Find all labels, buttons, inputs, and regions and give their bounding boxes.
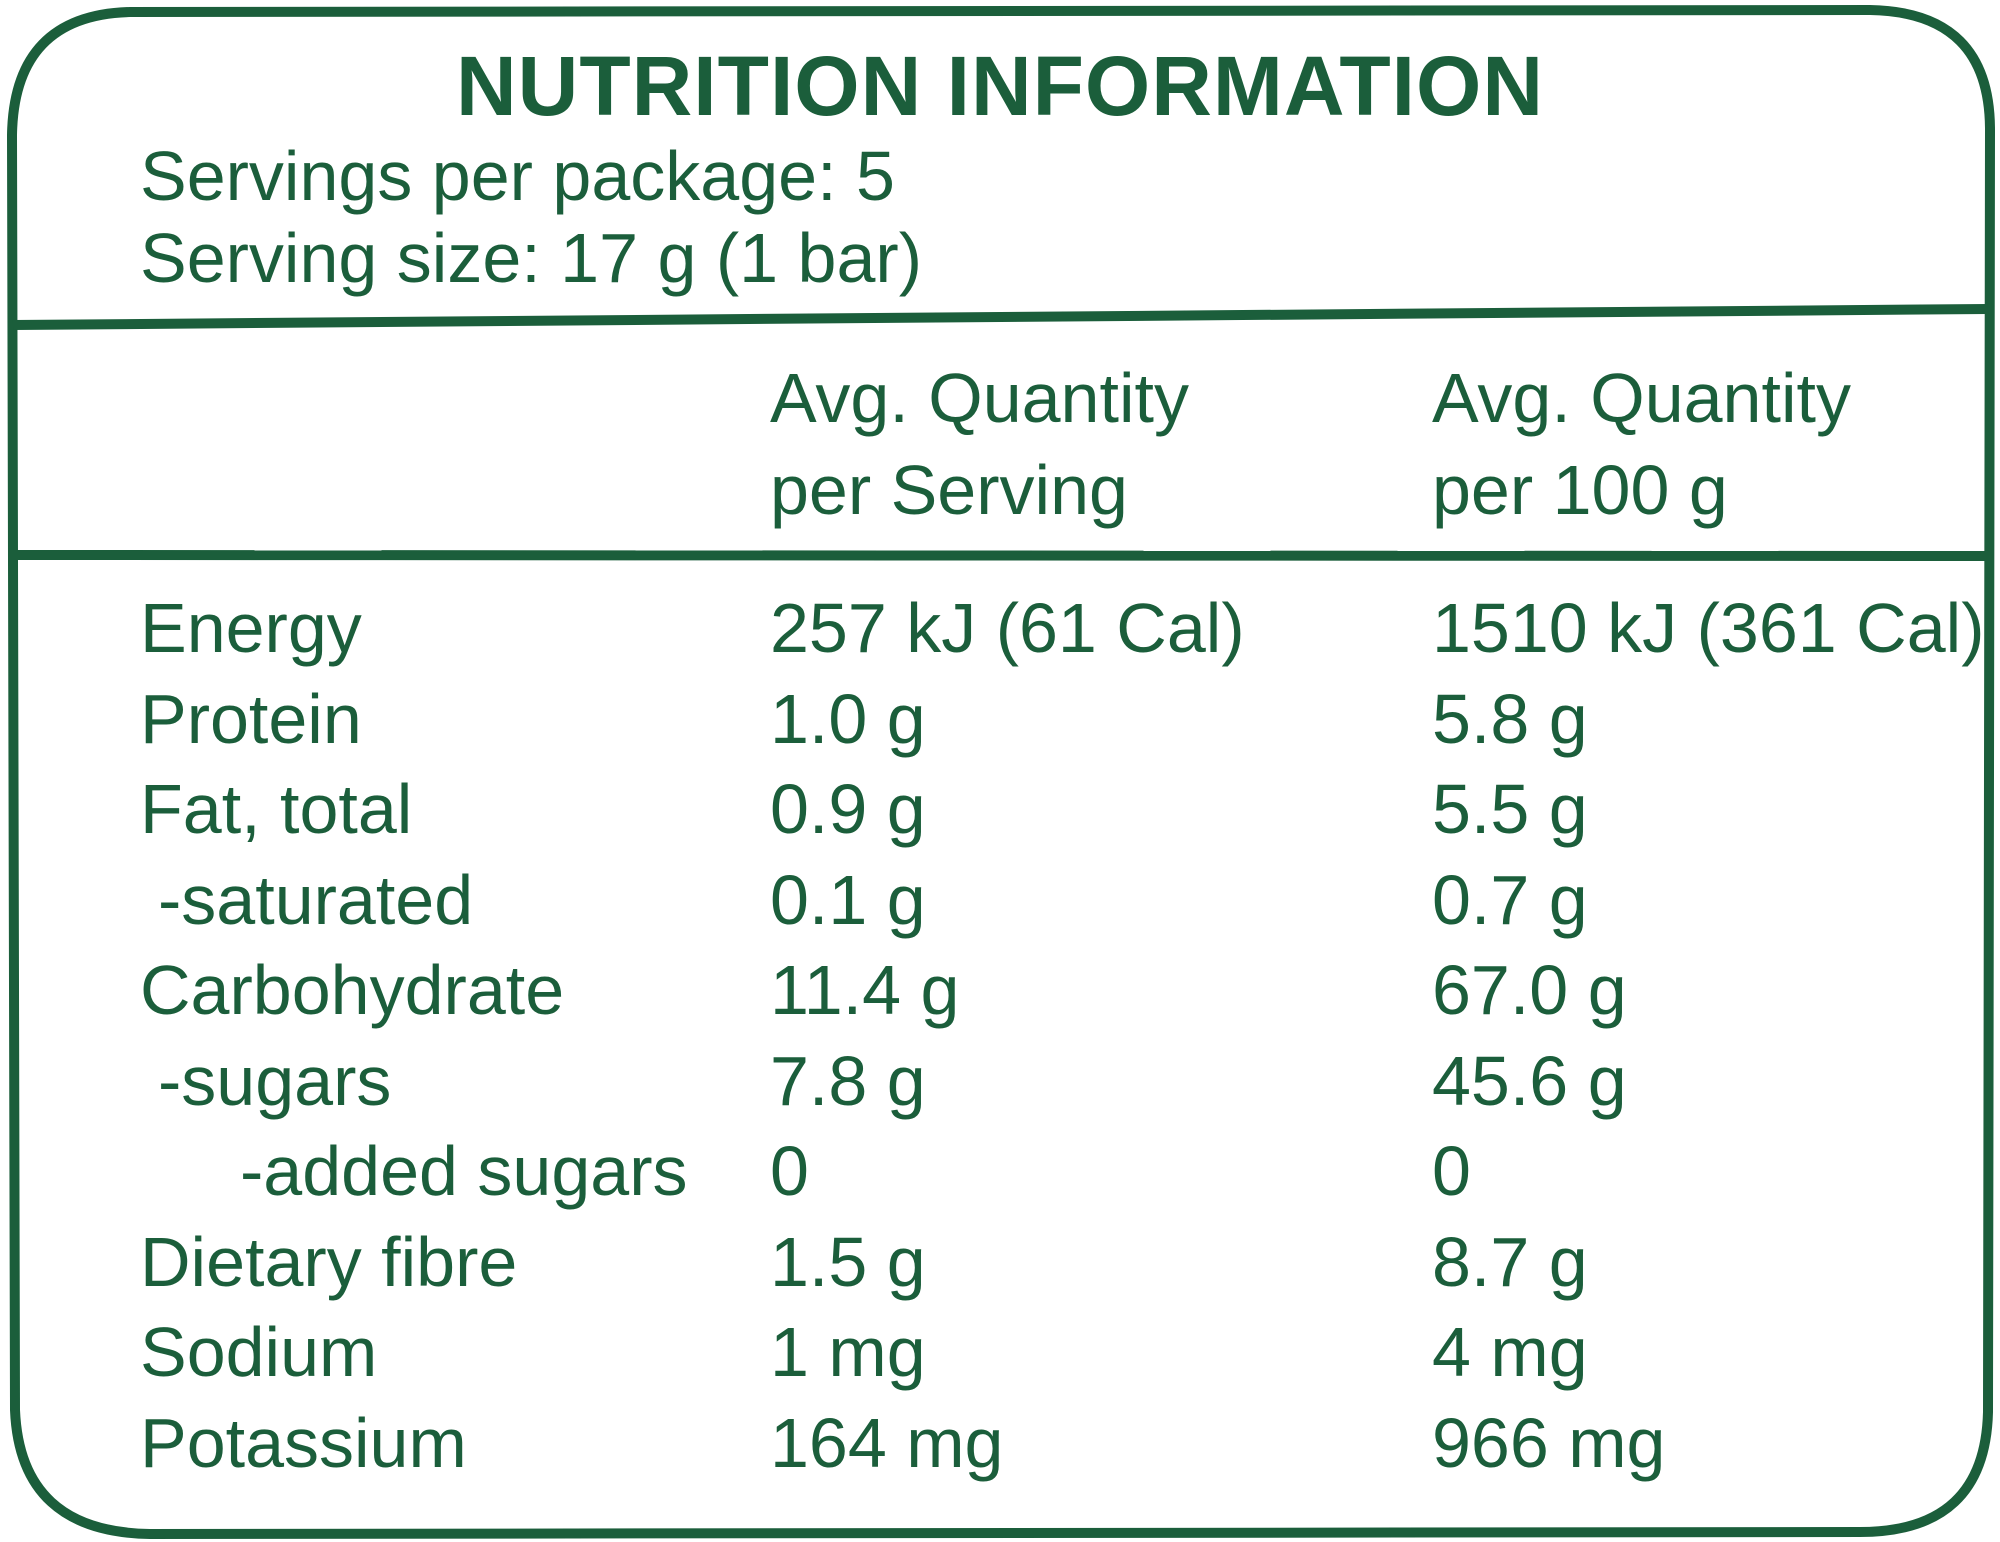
per-100g-value: 0 bbox=[1432, 1132, 1471, 1210]
per-100g-value: 5.5 g bbox=[1432, 770, 1588, 848]
per-100g-value: 1510 kJ (361 Cal) bbox=[1432, 589, 1985, 667]
table-row: Potassium 164 mg 966 mg bbox=[0, 1403, 2000, 1494]
per-serving-value: 7.8 g bbox=[770, 1041, 926, 1120]
table-row: Sodium 1 mg 4 mg bbox=[0, 1312, 2000, 1403]
table-row: -added sugars 0 0 bbox=[0, 1131, 2000, 1222]
per-serving-value: 257 kJ (61 Cal) bbox=[770, 589, 1245, 667]
per-serving-value: 164 mg bbox=[770, 1403, 1004, 1482]
per-serving-value: 0.9 g bbox=[770, 770, 926, 848]
column-header-per-100g: Avg. Quantity per 100 g bbox=[1432, 352, 1851, 536]
nutrient-name: Energy bbox=[140, 589, 362, 667]
nutrient-name: Protein bbox=[140, 679, 362, 758]
per-100g-value: 5.8 g bbox=[1432, 679, 1588, 758]
per-100g-value: 4 mg bbox=[1432, 1313, 1588, 1391]
nutrient-name: Dietary fibre bbox=[140, 1222, 518, 1301]
per-100g-value: 966 mg bbox=[1432, 1403, 1666, 1482]
column-header-per-serving: Avg. Quantity per Serving bbox=[770, 352, 1189, 536]
table-row: -sugars 7.8 g 45.6 g bbox=[0, 1041, 2000, 1132]
divider-top bbox=[12, 304, 1989, 330]
table-row: Protein 1.0 g 5.8 g bbox=[0, 679, 2000, 770]
per-serving-value: 0.1 g bbox=[770, 860, 926, 939]
per-serving-value: 1.0 g bbox=[770, 679, 926, 758]
column-header-per-100g-line1: Avg. Quantity bbox=[1432, 359, 1851, 437]
per-100g-value: 67.0 g bbox=[1432, 951, 1627, 1029]
per-100g-value: 8.7 g bbox=[1432, 1222, 1588, 1301]
column-header-per-serving-line1: Avg. Quantity bbox=[770, 359, 1189, 437]
nutrient-name: Carbohydrate bbox=[140, 951, 565, 1029]
table-row: Fat, total 0.9 g 5.5 g bbox=[0, 769, 2000, 860]
nutrient-name: Potassium bbox=[140, 1403, 467, 1482]
per-100g-value: 45.6 g bbox=[1432, 1041, 1627, 1120]
nutrient-rows: Energy 257 kJ (61 Cal) 1510 kJ (361 Cal)… bbox=[0, 588, 2000, 1493]
column-header-per-serving-line2: per Serving bbox=[770, 451, 1128, 529]
serving-size: Serving size: 17 g (1 bar) bbox=[140, 219, 923, 297]
nutrient-name: -added sugars bbox=[240, 1132, 688, 1210]
nutrient-name: Fat, total bbox=[140, 770, 413, 848]
nutrient-name: -sugars bbox=[158, 1041, 392, 1120]
panel-title: NUTRITION INFORMATION bbox=[456, 39, 1544, 133]
table-row: -saturated 0.1 g 0.7 g bbox=[0, 860, 2000, 951]
nutrient-name: Sodium bbox=[140, 1313, 378, 1391]
column-header-per-100g-line2: per 100 g bbox=[1432, 451, 1728, 529]
panel-border bbox=[6, 4, 1996, 1540]
table-row: Dietary fibre 1.5 g 8.7 g bbox=[0, 1222, 2000, 1313]
table-row: Energy 257 kJ (61 Cal) 1510 kJ (361 Cal) bbox=[0, 588, 2000, 679]
per-serving-value: 0 bbox=[770, 1132, 809, 1210]
per-serving-value: 1 mg bbox=[770, 1313, 926, 1391]
nutrient-name: -saturated bbox=[158, 860, 474, 939]
divider-header bbox=[12, 550, 1989, 561]
per-100g-value: 0.7 g bbox=[1432, 860, 1588, 939]
table-row: Carbohydrate 11.4 g 67.0 g bbox=[0, 950, 2000, 1041]
per-serving-value: 1.5 g bbox=[770, 1222, 926, 1301]
per-serving-value: 11.4 g bbox=[770, 951, 960, 1029]
servings-per-package: Servings per package: 5 bbox=[140, 137, 895, 215]
